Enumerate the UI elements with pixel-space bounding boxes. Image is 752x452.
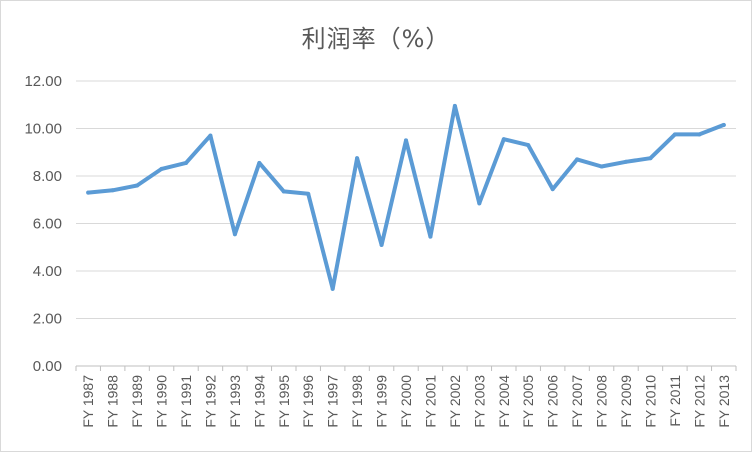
series-line	[86, 103, 726, 291]
data-point	[526, 143, 531, 148]
y-tick-label: 12.00	[24, 73, 62, 90]
x-tick-label: FY 2013	[716, 375, 732, 428]
x-tick-label: FY 2003	[471, 375, 487, 428]
data-point	[550, 187, 555, 192]
x-tick-label: FY 1997	[325, 375, 341, 428]
data-point	[330, 286, 335, 291]
x-tick-label: FY 2010	[642, 375, 658, 428]
y-tick-label: 0.00	[33, 358, 62, 375]
y-tick-label: 6.00	[33, 216, 62, 233]
x-tick-label: FY 1987	[80, 375, 96, 428]
x-tick-label: FY 2007	[569, 375, 585, 428]
data-point	[672, 132, 677, 137]
x-tick-label: FY 2001	[422, 375, 438, 428]
y-tick-label: 2.00	[33, 311, 62, 328]
chart-title: 利润率（%）	[301, 25, 451, 53]
data-point	[135, 183, 140, 188]
data-point	[110, 188, 115, 193]
data-point	[404, 138, 408, 143]
x-tick-label: FY 1998	[349, 375, 365, 428]
data-point	[184, 160, 188, 165]
data-point	[232, 232, 237, 237]
data-point	[599, 164, 604, 169]
data-point	[501, 137, 506, 142]
x-tick-label: FY 2011	[667, 375, 683, 427]
x-tick-label: FY 2002	[447, 375, 463, 428]
x-tick-label: FY 2004	[496, 375, 512, 428]
data-point	[624, 159, 628, 164]
x-tick-label: FY 2000	[398, 375, 414, 428]
data-point	[648, 156, 653, 161]
data-point	[428, 234, 433, 239]
x-tick-label: FY 2006	[545, 375, 561, 428]
y-tick-label: 10.00	[24, 121, 62, 138]
data-point	[697, 132, 702, 137]
x-tick-label: FY 1988	[105, 375, 121, 428]
data-point	[159, 166, 164, 171]
x-tick-label: FY 1989	[129, 375, 145, 428]
x-tick-label: FY 1995	[276, 375, 292, 428]
x-tick-label: FY 1991	[178, 375, 194, 428]
x-tick-label: FY 1990	[154, 375, 170, 428]
x-tick-label: FY 1994	[251, 375, 267, 428]
data-point	[208, 133, 213, 138]
x-tick-label: FY 1992	[202, 375, 218, 428]
y-tick-label: 4.00	[33, 263, 62, 280]
x-tick-label: FY 1999	[374, 375, 390, 428]
x-tick-label: FY 1993	[227, 375, 243, 428]
data-point	[452, 103, 457, 108]
data-point	[477, 201, 482, 206]
data-point	[281, 189, 286, 194]
x-tick-label: FY 2009	[618, 375, 634, 428]
x-tick-label: FY 2005	[520, 375, 536, 428]
x-tick-label: FY 2008	[594, 375, 610, 428]
data-point	[257, 160, 262, 165]
y-tick-label: 8.00	[33, 168, 62, 185]
data-point	[355, 156, 360, 161]
data-point	[379, 242, 384, 247]
data-point	[306, 191, 311, 196]
data-point	[86, 190, 91, 195]
data-point	[575, 157, 580, 162]
x-tick-label: FY 2012	[691, 375, 707, 428]
x-tick-label: FY 1996	[300, 375, 316, 428]
data-point	[721, 122, 726, 127]
